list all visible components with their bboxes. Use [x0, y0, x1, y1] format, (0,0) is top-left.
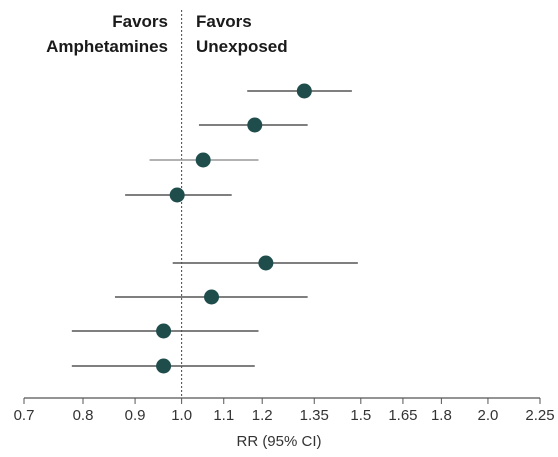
point-estimate-marker: [195, 152, 211, 168]
x-tick-label: 0.8: [73, 407, 94, 424]
header-left-line2: Amphetamines: [46, 37, 168, 56]
x-tick-label: 2.25: [525, 407, 554, 424]
x-tick-label: 1.1: [213, 407, 234, 424]
x-tick-label: 0.9: [125, 407, 146, 424]
header-left-line1: Favors: [112, 12, 168, 31]
point-estimate-marker: [156, 358, 172, 374]
header-right-line1: Favors: [196, 12, 252, 31]
point-estimate-marker: [296, 83, 312, 99]
x-axis-ticks: 0.7 0.8 0.9 1.0 1.1 1.2 1.35 1.5 1.65 1.8 2.0 2.25: [14, 398, 555, 424]
point-estimate-marker: [156, 323, 172, 339]
header-right-line2: Unexposed: [196, 37, 288, 56]
estimate-rows: [71, 83, 358, 374]
point-estimate-marker: [204, 289, 220, 305]
x-tick-label: 1.65: [388, 407, 417, 424]
x-tick-label: 1.0: [171, 407, 192, 424]
x-tick-label: 1.2: [252, 407, 273, 424]
x-axis-label: RR (95% CI): [236, 433, 321, 450]
x-tick-label: 1.5: [350, 407, 371, 424]
x-tick-label: 2.0: [478, 407, 499, 424]
x-tick-label: 1.8: [431, 407, 452, 424]
x-tick-label: 1.35: [300, 407, 329, 424]
point-estimate-marker: [258, 255, 274, 271]
x-tick-label: 0.7: [14, 407, 35, 424]
point-estimate-marker: [169, 187, 185, 203]
point-estimate-marker: [247, 117, 263, 133]
